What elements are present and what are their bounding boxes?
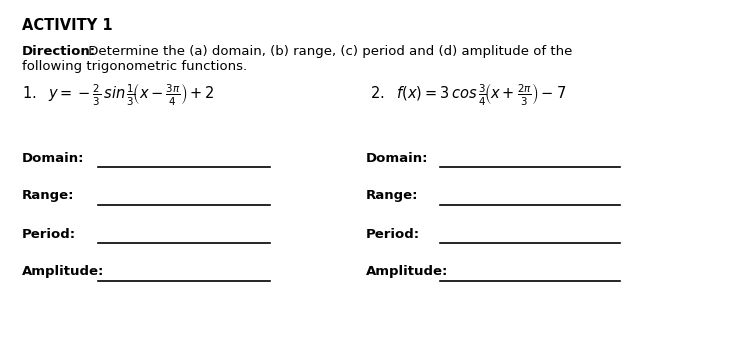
Text: Direction:: Direction: xyxy=(22,45,96,58)
Text: following trigonometric functions.: following trigonometric functions. xyxy=(22,60,247,73)
Text: Range:: Range: xyxy=(366,190,418,202)
Text: Domain:: Domain: xyxy=(22,152,85,164)
Text: $1.\ \ y = -\frac{2}{3}\,\mathit{sin}\,\frac{1}{3}\!\left(x - \frac{3\pi}{4}\rig: $1.\ \ y = -\frac{2}{3}\,\mathit{sin}\,\… xyxy=(22,82,214,108)
Text: Period:: Period: xyxy=(366,228,420,240)
Text: ACTIVITY 1: ACTIVITY 1 xyxy=(22,18,112,33)
Text: Period:: Period: xyxy=(22,228,76,240)
Text: Amplitude:: Amplitude: xyxy=(22,266,104,279)
Text: $2.\ \ f(x) = 3\,\mathit{cos}\,\frac{3}{4}\!\left(x + \frac{2\pi}{3}\right) - 7$: $2.\ \ f(x) = 3\,\mathit{cos}\,\frac{3}{… xyxy=(370,82,566,108)
Text: Range:: Range: xyxy=(22,190,74,202)
Text: Determine the (a) domain, (b) range, (c) period and (d) amplitude of the: Determine the (a) domain, (b) range, (c)… xyxy=(84,45,572,58)
Text: Amplitude:: Amplitude: xyxy=(366,266,448,279)
Text: Domain:: Domain: xyxy=(366,152,429,164)
